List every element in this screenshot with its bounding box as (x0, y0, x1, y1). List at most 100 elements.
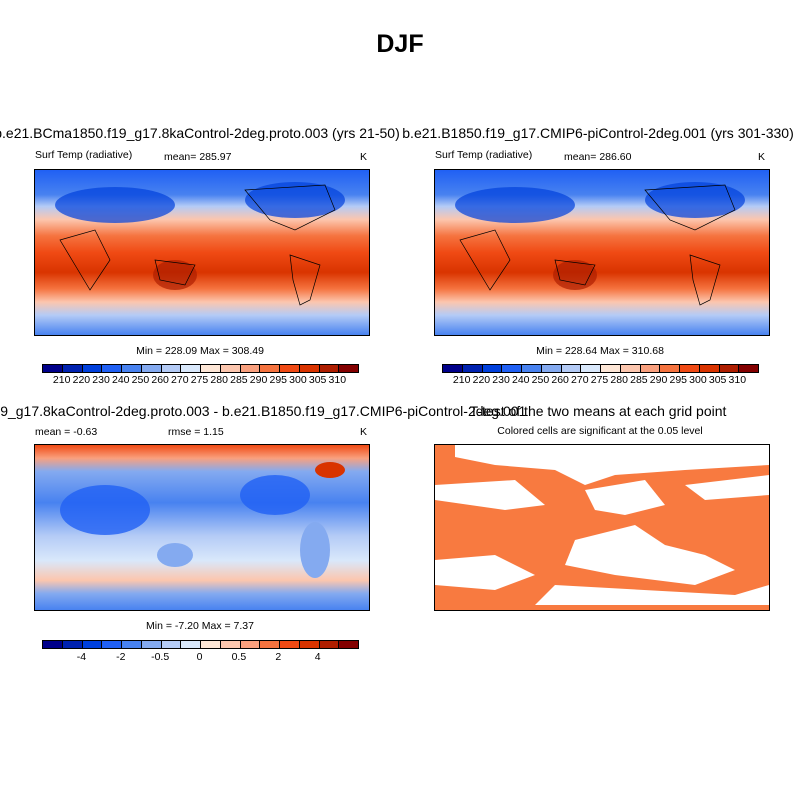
colorbar-swatch (181, 641, 201, 648)
colorbar-swatch (201, 365, 221, 372)
colorbar-swatch (299, 641, 320, 648)
colorbar-tick-label: 260 (551, 374, 569, 386)
colorbar-tick-label: -0.5 (151, 651, 170, 663)
panel1-units: K (360, 151, 368, 163)
colorbar-swatch (62, 641, 83, 648)
panel1-map (34, 169, 370, 336)
colorbar-swatch (339, 641, 358, 648)
colorbar-tick-label: 305 (708, 374, 727, 386)
panel3-colorbar-labels: -4 -2 -0.5 0 0.5 2 4 (42, 651, 357, 665)
panel2-mean: mean= 286.60 (564, 151, 632, 163)
panel2-variable: Surf Temp (radiative) (435, 149, 533, 161)
colorbar-tick-label: 295 (269, 374, 288, 386)
colorbar-swatch (280, 365, 300, 372)
colorbar-tick-label: 285 (630, 374, 648, 386)
colorbar-swatch (443, 365, 463, 372)
colorbar-swatch (299, 365, 320, 372)
colorbar-tick-label: -4 (76, 651, 87, 663)
colorbar-swatch (339, 365, 358, 372)
colorbar-swatch (62, 365, 83, 372)
panel3-map (34, 444, 370, 611)
panel1-colorbar-labels: 210 220 230 240 250 260 270 275 280 285 290 295 300 3… (42, 374, 357, 388)
colorbar-swatch (462, 365, 483, 372)
colorbar-tick-label: 285 (230, 374, 248, 386)
colorbar-swatch (122, 365, 142, 372)
colorbar-tick-label: 4 (314, 651, 321, 663)
colorbar-swatch (220, 641, 241, 648)
colorbar-tick-label: 300 (689, 374, 707, 386)
panel2-title: b.e21.B1850.f19_g17.CMIP6-piControl-2deg… (402, 125, 794, 141)
colorbar-swatch (541, 365, 562, 372)
panel4-map (434, 444, 770, 611)
colorbar-swatch (260, 365, 280, 372)
colorbar-tick-label: 270 (571, 374, 589, 386)
colorbar-swatch (141, 365, 162, 372)
colorbar-swatch (240, 365, 261, 372)
panel1-variable: Surf Temp (radiative) (35, 149, 133, 161)
panel3-mean: mean = -0.63 (35, 426, 98, 438)
colorbar-tick-label: 310 (328, 374, 347, 386)
colorbar-swatch (522, 365, 542, 372)
colorbar-tick-label: 220 (472, 374, 491, 386)
colorbar-tick-label: 0.5 (231, 651, 247, 663)
colorbar-swatch (102, 641, 122, 648)
colorbar-swatch (319, 365, 340, 372)
panel3-colorbar (42, 640, 359, 649)
colorbar-swatch (201, 641, 221, 648)
panel3-minmax: Min = -7.20 Max = 7.37 (146, 620, 254, 632)
colorbar-tick-label: 0 (196, 651, 203, 663)
colorbar-tick-label: 275 (190, 374, 209, 386)
colorbar-tick-label: 250 (531, 374, 550, 386)
colorbar-tick-label: 295 (669, 374, 688, 386)
panel2-colorbar-labels: 210 220 230 240 250 260 270 275 280 285 290 295 300 3… (442, 374, 757, 388)
colorbar-swatch (561, 365, 582, 372)
colorbar-tick-label: 290 (249, 374, 268, 386)
colorbar-swatch (660, 365, 680, 372)
colorbar-tick-label: 230 (92, 374, 110, 386)
colorbar-swatch (319, 641, 340, 648)
panel3-rmse: rmse = 1.15 (168, 426, 224, 438)
panel2-map (434, 169, 770, 336)
colorbar-swatch (102, 365, 122, 372)
panel3-units: K (360, 426, 368, 438)
colorbar-tick-label: 2 (275, 651, 282, 663)
colorbar-tick-label: 280 (610, 374, 628, 386)
nonsignificant-cells (435, 445, 769, 605)
colorbar-swatch (502, 365, 522, 372)
colorbar-swatch (43, 641, 63, 648)
panel2-units: K (758, 151, 766, 163)
colorbar-swatch (680, 365, 700, 372)
colorbar-swatch (161, 641, 182, 648)
colorbar-tick-label: 260 (151, 374, 169, 386)
colorbar-tick-label: 250 (131, 374, 150, 386)
colorbar-swatch (280, 641, 300, 648)
panel4-title: T-test of the two means at each grid poi… (469, 403, 727, 419)
panel1-minmax: Min = 228.09 Max = 308.49 (136, 345, 264, 357)
colorbar-tick-label: 230 (492, 374, 510, 386)
panel1-mean: mean= 285.97 (164, 151, 232, 163)
colorbar-swatch (82, 641, 103, 648)
colorbar-tick-label: 300 (289, 374, 307, 386)
colorbar-tick-label: 210 (52, 374, 71, 386)
colorbar-swatch (122, 641, 142, 648)
colorbar-tick-label: 270 (171, 374, 189, 386)
colorbar-swatch (82, 365, 103, 372)
colorbar-swatch (181, 365, 201, 372)
colorbar-swatch (739, 365, 758, 372)
panel1-colorbar (42, 364, 359, 373)
colorbar-swatch (601, 365, 621, 372)
colorbar-swatch (220, 365, 241, 372)
colorbar-tick-label: 310 (728, 374, 747, 386)
colorbar-tick-label: 280 (210, 374, 228, 386)
colorbar-tick-label: 240 (511, 374, 530, 386)
colorbar-swatch (260, 641, 280, 648)
colorbar-tick-label: 240 (111, 374, 130, 386)
figure-title: DJF (376, 30, 424, 58)
colorbar-swatch (640, 365, 661, 372)
colorbar-tick-label: 275 (590, 374, 609, 386)
colorbar-swatch (699, 365, 720, 372)
panel2-minmax: Min = 228.64 Max = 310.68 (536, 345, 664, 357)
colorbar-swatch (240, 641, 261, 648)
colorbar-swatch (620, 365, 641, 372)
